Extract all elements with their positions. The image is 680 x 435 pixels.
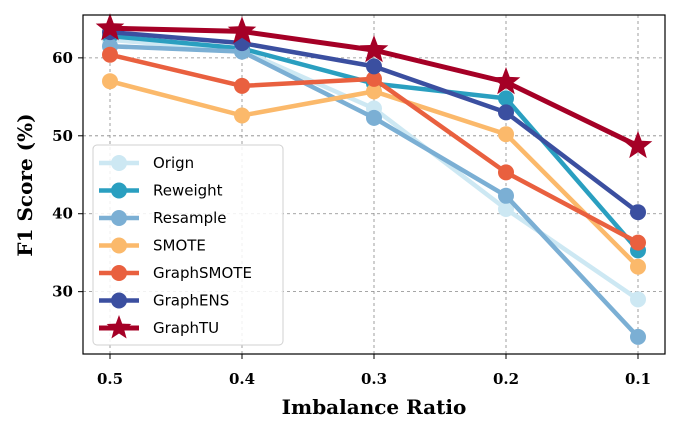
data-point-smote (630, 258, 646, 275)
legend-item-resample: Resample (99, 209, 227, 227)
data-point-graphens (366, 58, 382, 75)
legend-box (92, 144, 284, 346)
legend-swatch-marker (106, 315, 132, 339)
legend-label: GraphENS (153, 292, 229, 310)
legend-item-smote: SMOTE (99, 237, 206, 255)
data-point-graphsmote (630, 234, 646, 251)
y-axis-title: F1 Score (%) (13, 113, 37, 256)
data-point-graphtu (491, 67, 521, 95)
legend-item-graphtu: GraphTU (99, 315, 219, 339)
legend-label: GraphSMOTE (153, 264, 252, 282)
data-point-smote (498, 126, 514, 143)
data-point-graphtu (95, 13, 125, 41)
data-point-resample (366, 109, 382, 126)
ticks: 0.5 0.4 0.3 0.2 0.1 30 40 50 60 (52, 49, 651, 388)
x-axis-title: Imbalance Ratio (282, 395, 467, 419)
data-point-graphtu (227, 16, 257, 44)
data-point-smote (102, 73, 118, 90)
legend-swatch-marker (111, 182, 127, 199)
legend-swatch-marker (111, 265, 127, 281)
x-tick-label: 0.5 (97, 370, 123, 388)
y-tick-label: 40 (52, 205, 73, 223)
x-tick-label: 0.2 (493, 370, 519, 388)
legend-item-reweight: Reweight (99, 182, 223, 200)
legend-item-orign: Orign (99, 154, 194, 172)
data-point-graphsmote (366, 70, 382, 87)
legend-label: Resample (153, 209, 227, 227)
series-layer (95, 13, 653, 345)
series-smote (102, 73, 646, 275)
data-point-graphens (498, 104, 514, 121)
data-point-resample (498, 187, 514, 204)
legend-swatch-marker (111, 237, 127, 254)
x-tick-label: 0.4 (229, 370, 255, 388)
data-point-graphtu (359, 35, 389, 63)
data-point-smote (366, 83, 382, 100)
y-tick-label: 60 (52, 49, 73, 67)
y-tick-label: 30 (52, 283, 73, 301)
data-point-graphsmote (102, 46, 118, 63)
legend: Orign Reweight Resample SMOTE GraphSMOTE Grap… (92, 144, 284, 346)
legend-label: Reweight (153, 182, 223, 200)
legend-label: Orign (153, 154, 194, 172)
legend-label: GraphTU (153, 319, 219, 337)
legend-swatch-marker (111, 292, 127, 309)
data-point-reweight (498, 90, 514, 107)
data-point-smote (234, 107, 250, 124)
legend-label: SMOTE (153, 237, 206, 255)
data-point-graphsmote (498, 164, 514, 181)
y-tick-label: 50 (52, 127, 73, 145)
data-point-graphtu (623, 130, 653, 159)
legend-swatch-marker (111, 210, 127, 226)
x-tick-label: 0.1 (625, 370, 651, 388)
legend-item-graphens: GraphENS (99, 292, 229, 310)
data-point-graphens (630, 204, 646, 221)
data-point-graphsmote (234, 77, 250, 94)
legend-swatch-marker (111, 155, 127, 171)
data-point-orign (630, 291, 646, 308)
data-point-resample (630, 328, 646, 345)
data-point-orign (498, 201, 514, 217)
series-graphsmote (102, 46, 646, 251)
legend-item-graphsmote: GraphSMOTE (99, 264, 252, 282)
series-graphtu (95, 13, 653, 159)
x-tick-label: 0.3 (361, 370, 387, 388)
